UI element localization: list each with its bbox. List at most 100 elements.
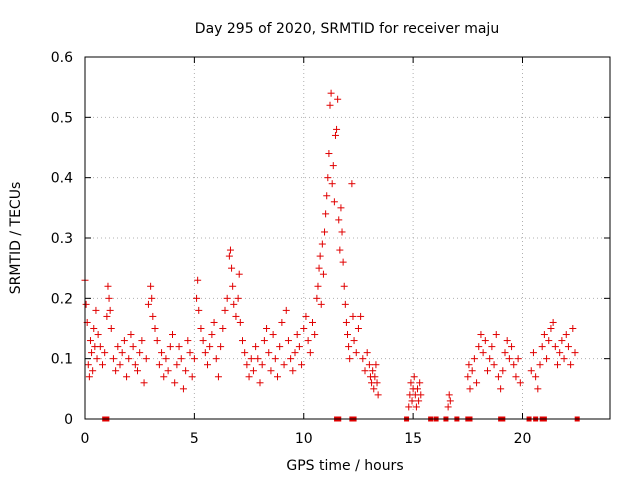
data-point: [314, 282, 322, 290]
data-point: [415, 397, 423, 405]
data-point: [204, 361, 211, 369]
data-point: [162, 355, 170, 363]
data-point: [318, 240, 326, 248]
data-point: [114, 343, 122, 351]
data-point: [210, 318, 218, 326]
data-point: [558, 337, 566, 345]
y-tick-label: 0.1: [51, 352, 73, 368]
data-point: [302, 312, 310, 320]
data-point: [136, 349, 144, 357]
y-tick-label: 0.2: [51, 291, 73, 307]
data-point: [337, 204, 345, 212]
data-point: [171, 379, 179, 387]
data-point: [175, 343, 183, 351]
data-point: [149, 312, 157, 320]
data-point: [197, 325, 205, 332]
data-point: [84, 361, 92, 369]
data-point: [109, 355, 117, 363]
data-point: [340, 282, 348, 290]
data-point: [225, 252, 233, 260]
data-point: [346, 355, 354, 363]
data-point: [258, 361, 266, 369]
data-point: [372, 361, 380, 369]
data-point: [317, 300, 325, 308]
data-point: [306, 349, 314, 357]
data-point: [256, 379, 264, 387]
data-point: [131, 361, 139, 369]
data-point: [142, 355, 150, 363]
data-point: [311, 331, 319, 339]
data-point: [556, 349, 564, 357]
data-point: [510, 361, 518, 369]
data-point: [217, 343, 225, 351]
data-point: [232, 312, 240, 320]
data-point: [278, 318, 286, 326]
data-point: [129, 343, 137, 351]
data-point: [348, 180, 356, 188]
x-tick-label: 10: [295, 431, 313, 447]
data-point: [295, 343, 303, 351]
data-point: [99, 361, 106, 369]
y-tick-label: 0: [64, 412, 73, 428]
data-point: [497, 385, 505, 393]
data-point: [486, 355, 494, 363]
data-point: [194, 276, 202, 284]
data-point: [101, 349, 109, 357]
data-point: [494, 373, 502, 381]
data-point: [92, 306, 100, 314]
data-point: [166, 343, 174, 351]
data-point: [138, 337, 146, 345]
data-point: [85, 373, 93, 381]
data-point: [249, 367, 257, 375]
data-point: [365, 361, 373, 369]
data-point: [234, 294, 242, 302]
data-point: [341, 300, 349, 308]
data-point: [315, 264, 323, 272]
data-point: [287, 355, 295, 363]
data-point: [503, 337, 511, 345]
data-point: [408, 397, 416, 405]
data-point: [352, 349, 360, 357]
data-point: [562, 331, 570, 339]
data-point: [484, 367, 491, 375]
data-point: [221, 306, 229, 314]
data-point: [373, 379, 381, 387]
x-tick-label: 0: [81, 431, 90, 447]
data-point: [177, 355, 185, 363]
data-point: [127, 331, 135, 339]
data-point: [223, 294, 231, 302]
data-point: [226, 246, 234, 254]
data-point: [247, 355, 255, 363]
data-point: [219, 325, 227, 332]
data-point: [106, 306, 114, 314]
data-point: [334, 95, 342, 103]
data-point: [316, 252, 324, 260]
data-point: [228, 264, 236, 272]
data-point: [468, 367, 476, 375]
data-point: [267, 367, 275, 375]
data-point: [333, 125, 341, 133]
data-point: [481, 337, 489, 345]
grid-lines: [85, 57, 610, 419]
y-axis-label: SRMTID / TECUs: [8, 182, 24, 295]
data-point: [505, 355, 513, 363]
data-point: [193, 294, 201, 302]
plot-frame: [84, 56, 611, 420]
data-point: [470, 355, 478, 363]
data-point: [329, 162, 337, 170]
data-point: [490, 361, 498, 369]
data-point: [349, 312, 357, 320]
data-point: [260, 337, 268, 345]
data-point: [274, 373, 281, 381]
data-point: [254, 355, 262, 363]
data-point: [371, 373, 379, 381]
data-point: [465, 361, 473, 369]
data-point: [374, 391, 382, 399]
x-tick-label: 20: [514, 431, 532, 447]
data-point: [529, 349, 537, 357]
data-point: [354, 325, 362, 332]
data-point: [229, 282, 237, 290]
data-point: [325, 150, 333, 158]
data-point: [350, 337, 358, 345]
y-tick-label: 0.4: [51, 171, 73, 187]
